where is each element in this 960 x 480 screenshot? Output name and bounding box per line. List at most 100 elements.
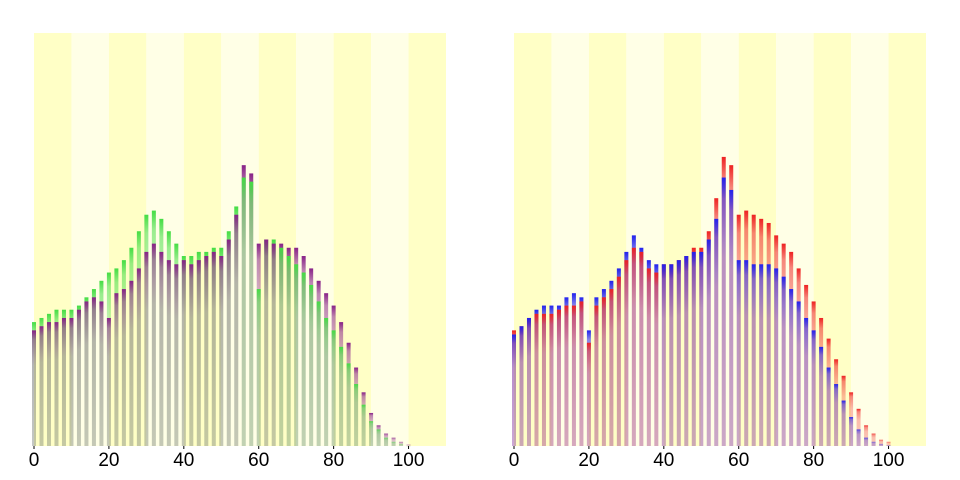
bar [91,297,96,446]
bar [271,243,276,446]
bar [159,251,164,446]
bar [241,177,246,447]
bar [391,441,396,446]
bar [46,322,51,446]
bar [601,297,606,446]
bar [879,439,884,446]
bar [196,260,201,446]
bar [549,313,554,446]
bar [646,268,651,446]
bar [309,284,314,446]
bar [61,317,66,446]
bar [624,260,629,446]
bar [886,441,891,446]
bar [856,429,861,446]
bar [639,251,644,446]
bar [204,256,209,446]
bar [519,326,524,446]
bar [586,342,591,446]
bar [166,260,171,446]
bar [234,214,239,446]
bar [796,301,801,446]
bar [106,317,111,446]
bar [729,189,734,446]
bar [324,317,329,446]
bar [564,305,569,446]
x-tick-label: 100 [873,450,905,471]
x-tick-label: 20 [98,450,119,471]
bar [174,264,179,446]
bar [661,264,666,446]
bar [339,346,344,446]
bar [819,346,824,446]
background-stripe [408,33,446,446]
bar [114,293,119,446]
x-tick-label: 40 [653,450,674,471]
bar [849,417,854,446]
bar [616,276,621,446]
bar [369,421,374,446]
bar [871,433,876,446]
bar [609,289,614,446]
x-tick-label: 20 [578,450,599,471]
x-tick-label: 60 [728,450,749,471]
bar [39,326,44,446]
x-tick-label: 40 [173,450,194,471]
bar [654,272,659,446]
background-stripe [851,33,889,446]
bar [346,363,351,446]
bar [151,243,156,446]
bar [864,425,869,446]
bar [886,445,891,446]
bar [684,256,689,446]
bar [264,239,269,446]
bar [54,322,59,446]
bar [879,443,884,446]
bar [69,317,74,446]
bar [691,251,696,446]
x-tick-label: 80 [803,450,824,471]
bar [744,260,749,446]
x-tick-label: 100 [393,450,425,471]
bar [706,239,711,446]
bar [99,301,104,446]
bar [721,177,726,447]
bar [256,289,261,446]
bar [121,289,126,446]
bar [736,260,741,446]
bar [631,247,636,446]
bar [129,280,134,446]
bar [406,444,411,446]
x-tick-label: 80 [323,450,344,471]
bar [219,256,224,446]
bar [84,301,89,446]
bar [144,251,149,446]
bar [286,256,291,446]
bar [751,264,756,446]
bar [571,305,576,446]
bar [699,251,704,446]
bar [759,264,764,446]
bar [76,309,81,446]
bar [301,272,306,446]
bar [211,251,216,446]
bar [714,218,719,446]
x-tick-label: 0 [29,450,40,471]
bar [32,330,36,446]
bar [834,384,839,446]
bar [669,264,674,446]
bar [556,309,561,446]
bar [294,264,299,446]
bar [249,181,254,446]
background-stripe [371,33,409,446]
bar [766,264,771,446]
bar [774,268,779,446]
bar [376,429,381,446]
bar [181,260,186,446]
bar [279,247,284,446]
bar [226,239,231,446]
bar [384,437,389,446]
bar [781,276,786,446]
bar [541,313,546,446]
